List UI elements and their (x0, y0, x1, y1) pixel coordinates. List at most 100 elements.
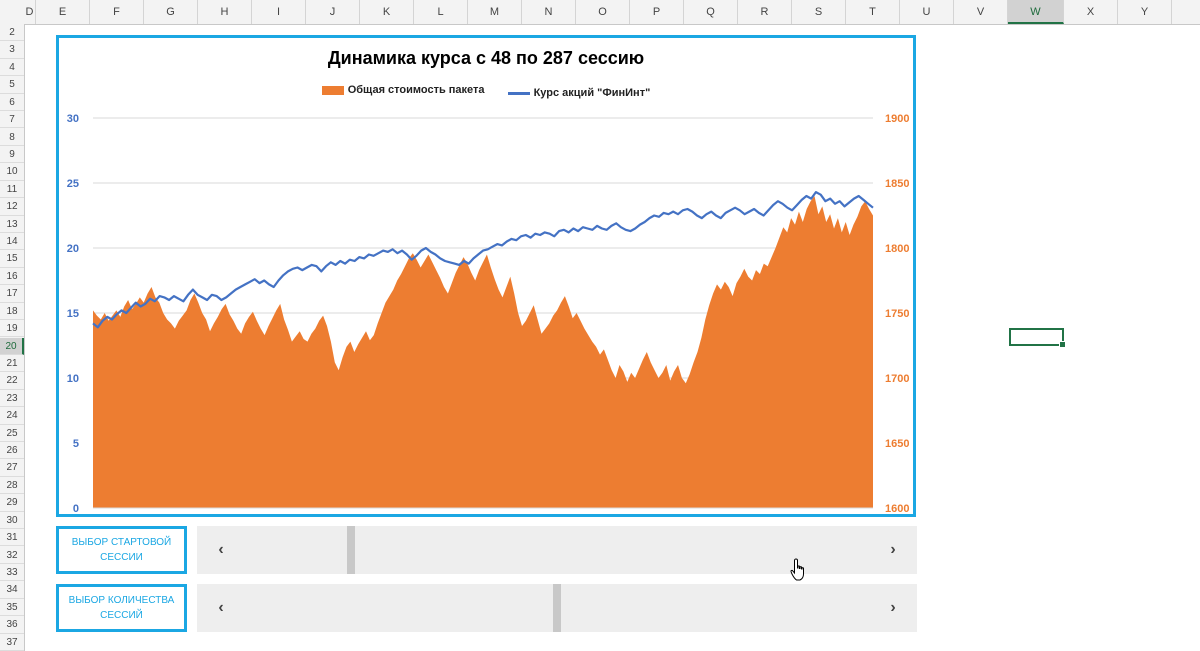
column-header-p[interactable]: P (630, 0, 684, 24)
row-header-15[interactable]: 15 (0, 250, 24, 268)
row-header-7[interactable]: 7 (0, 111, 24, 129)
column-header-t[interactable]: T (846, 0, 900, 24)
left-axis-tick-label: 30 (67, 113, 79, 125)
count-scroll-right-arrow[interactable]: › (890, 599, 896, 616)
active-cell-selection[interactable] (1009, 328, 1066, 348)
column-header-f[interactable]: F (90, 0, 144, 24)
column-header-y[interactable]: Y (1118, 0, 1172, 24)
count-scroll-thumb[interactable] (553, 584, 561, 632)
row-header-14[interactable]: 14 (0, 233, 24, 251)
column-header-s[interactable]: S (792, 0, 846, 24)
start-session-label-box: ВЫБОР СТАРТОВОЙ СЕССИИ (56, 526, 187, 574)
chart-title: Динамика курса с 48 по 287 сессию (327, 48, 645, 68)
column-header-k[interactable]: K (360, 0, 414, 24)
left-axis-tick-label: 15 (67, 308, 79, 320)
column-header-h[interactable]: H (198, 0, 252, 24)
hand-cursor-icon (790, 558, 804, 581)
left-axis-tick-label: 5 (73, 438, 79, 450)
row-header-24[interactable]: 24 (0, 407, 24, 425)
column-header-u[interactable]: U (900, 0, 954, 24)
column-header-d[interactable]: D (24, 0, 36, 24)
column-header-i[interactable]: I (252, 0, 306, 24)
chart-plot-area: 0 1600 5 1650 10 1700 15 1750 20 1800 25 1850 30 1900 (67, 113, 910, 514)
row-header-17[interactable]: 17 (0, 285, 24, 303)
row-header-34[interactable]: 34 (0, 581, 24, 599)
row-header-33[interactable]: 33 (0, 564, 24, 582)
legend-label-line: Курс акций "ФинИнт" (533, 87, 651, 99)
legend-label-area: Общая стоимость пакета (347, 84, 485, 96)
row-header-35[interactable]: 35 (0, 599, 24, 617)
column-header-v[interactable]: V (954, 0, 1008, 24)
right-axis-tick-label: 1750 (885, 308, 909, 320)
right-axis-tick-label: 1600 (885, 503, 909, 514)
row-header-6[interactable]: 6 (0, 94, 24, 112)
row-header-36[interactable]: 36 (0, 616, 24, 634)
row-header-2[interactable]: 2 (0, 24, 24, 42)
column-header-n[interactable]: N (522, 0, 576, 24)
right-axis-tick-label: 1650 (885, 438, 909, 450)
row-header-bar: 2 3 4 5 6 7 8 9 10 11 12 13 14 15 16 17 18 19 20 21 22 23 24 25… (0, 24, 25, 651)
column-header-m[interactable]: M (468, 0, 522, 24)
column-header-x[interactable]: X (1064, 0, 1118, 24)
left-axis-tick-label: 0 (73, 503, 79, 514)
row-header-11[interactable]: 11 (0, 181, 24, 199)
row-header-19[interactable]: 19 (0, 320, 24, 338)
legend-item-line: Курс акций "ФинИнт" (507, 87, 651, 99)
legend-item-area: Общая стоимость пакета (321, 84, 485, 96)
column-header-g[interactable]: G (144, 0, 198, 24)
line-series-share-price (92, 191, 874, 329)
right-axis-tick-label: 1800 (885, 243, 909, 255)
session-count-scrollbar[interactable]: ‹ › (197, 584, 917, 632)
row-header-13[interactable]: 13 (0, 216, 24, 233)
chart-container[interactable]: Динамика курса с 48 по 287 сессию Общая … (56, 35, 916, 517)
row-header-32[interactable]: 32 (0, 547, 24, 564)
column-header-w[interactable]: W (1008, 0, 1064, 24)
session-count-label-box: ВЫБОР КОЛИЧЕСТВА СЕССИЙ (56, 584, 187, 632)
column-header-o[interactable]: O (576, 0, 630, 24)
start-scroll-left-arrow[interactable]: ‹ (218, 541, 224, 558)
row-header-10[interactable]: 10 (0, 163, 24, 181)
row-header-3[interactable]: 3 (0, 41, 24, 59)
left-axis-tick-label: 25 (67, 178, 79, 190)
start-session-scrollbar[interactable]: ‹ › (197, 526, 917, 574)
right-axis-tick-label: 1900 (885, 113, 909, 125)
right-axis-tick-label: 1700 (885, 373, 909, 385)
row-header-25[interactable]: 25 (0, 425, 24, 442)
row-header-37[interactable]: 37 (0, 634, 24, 651)
left-axis-tick-label: 20 (67, 243, 79, 255)
row-header-21[interactable]: 21 (0, 355, 24, 373)
row-header-16[interactable]: 16 (0, 268, 24, 286)
row-header-5[interactable]: 5 (0, 76, 24, 94)
start-scroll-right-arrow[interactable]: › (890, 541, 896, 558)
area-series-total-value (93, 196, 873, 508)
column-header-r[interactable]: R (738, 0, 792, 24)
row-header-4[interactable]: 4 (0, 59, 24, 77)
row-header-27[interactable]: 27 (0, 459, 24, 477)
row-header-29[interactable]: 29 (0, 494, 24, 512)
start-scroll-thumb[interactable] (347, 526, 356, 574)
column-header-q[interactable]: Q (684, 0, 738, 24)
row-header-20[interactable]: 20 (0, 337, 24, 355)
column-header-j[interactable]: J (306, 0, 360, 24)
row-header-31[interactable]: 31 (0, 529, 24, 547)
row-header-22[interactable]: 22 (0, 372, 24, 390)
row-header-12[interactable]: 12 (0, 198, 24, 216)
right-axis-tick-label: 1850 (885, 178, 909, 190)
count-scroll-left-arrow[interactable]: ‹ (218, 599, 224, 616)
column-header-e[interactable]: E (36, 0, 90, 24)
start-session-label: ВЫБОР СТАРТОВОЙ СЕССИИ (71, 537, 172, 563)
row-header-28[interactable]: 28 (0, 477, 24, 495)
row-header-8[interactable]: 8 (0, 129, 24, 146)
legend-swatch-line (507, 91, 530, 95)
left-axis-tick-label: 10 (67, 373, 79, 385)
column-header-l[interactable]: L (414, 0, 468, 24)
row-header-30[interactable]: 30 (0, 512, 24, 530)
session-count-label: ВЫБОР КОЛИЧЕСТВА СЕССИЙ (68, 595, 175, 621)
row-header-23[interactable]: 23 (0, 390, 24, 408)
chart-legend: Общая стоимость пакета Курс акций "ФинИн… (59, 84, 913, 99)
row-header-18[interactable]: 18 (0, 303, 24, 321)
legend-swatch-area (321, 85, 344, 95)
row-header-26[interactable]: 26 (0, 442, 24, 460)
row-header-9[interactable]: 9 (0, 146, 24, 164)
